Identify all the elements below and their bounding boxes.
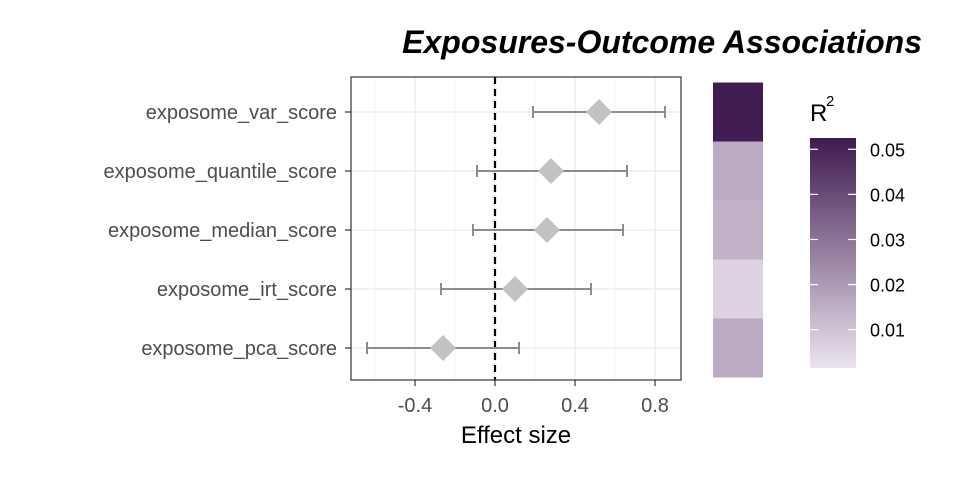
legend-title-superscript: 2 bbox=[826, 93, 834, 110]
legend-tick-label: 0.05 bbox=[870, 140, 905, 160]
legend-title: R bbox=[810, 100, 827, 127]
legend-tick-label: 0.04 bbox=[870, 185, 905, 205]
panel-border bbox=[350, 76, 682, 381]
legend-colorbar bbox=[810, 138, 856, 368]
legend-tick-label: 0.03 bbox=[870, 230, 905, 250]
estimate-point bbox=[534, 217, 560, 243]
x-tick-label: 0.0 bbox=[481, 395, 509, 417]
estimate-point bbox=[586, 99, 612, 125]
r2-tile bbox=[713, 318, 763, 378]
x-tick-label: 0.4 bbox=[561, 395, 589, 417]
legend-ticks: 0.05 0.04 0.03 0.02 0.01 bbox=[810, 140, 905, 341]
estimate-point bbox=[430, 335, 456, 361]
plot-panel bbox=[350, 76, 682, 381]
y-axis-ticks: exposome_var_score exposome_quantile_scor… bbox=[104, 102, 351, 360]
estimate-point bbox=[502, 276, 528, 302]
x-tick-label: 0.8 bbox=[641, 395, 669, 417]
x-axis-title: Effect size bbox=[461, 422, 571, 449]
r2-tile bbox=[713, 200, 763, 260]
legend-tick-label: 0.01 bbox=[870, 321, 905, 341]
y-tick-label: exposome_var_score bbox=[146, 102, 337, 124]
r2-tile bbox=[713, 259, 763, 319]
estimate-point bbox=[538, 158, 564, 184]
legend-tick-label: 0.02 bbox=[870, 276, 905, 296]
x-axis-ticks: -0.4 0.0 0.4 0.8 bbox=[398, 380, 669, 417]
r2-tile bbox=[713, 141, 763, 201]
y-tick-label: exposome_irt_score bbox=[157, 279, 337, 301]
r2-tile-column bbox=[713, 82, 763, 378]
y-tick-label: exposome_pca_score bbox=[141, 338, 337, 360]
y-tick-label: exposome_quantile_score bbox=[104, 161, 338, 183]
y-tick-label: exposome_median_score bbox=[108, 220, 337, 242]
r2-tile bbox=[713, 82, 763, 142]
r2-legend: R 2 0.05 0.04 0.03 0.02 0.01 bbox=[810, 93, 905, 368]
x-tick-label: -0.4 bbox=[398, 395, 432, 417]
chart-title: Exposures-Outcome Associations bbox=[402, 24, 922, 60]
